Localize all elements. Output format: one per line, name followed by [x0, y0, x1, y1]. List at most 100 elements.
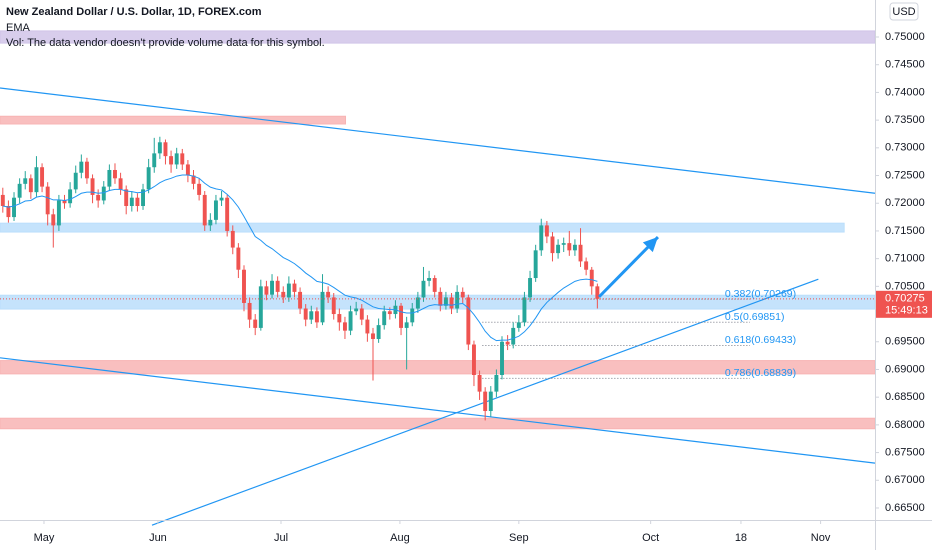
y-tick-label: 0.72500	[885, 169, 925, 181]
candle-body	[152, 153, 157, 168]
candle-body	[589, 269, 594, 287]
candle-body	[410, 308, 415, 323]
y-tick-label: 0.74500	[885, 59, 925, 71]
x-tick-label: May	[34, 532, 55, 544]
y-tick-label: 0.72000	[885, 197, 925, 209]
fib-label: 0.5(0.69851)	[725, 311, 785, 323]
y-tick-label: 0.66500	[885, 502, 925, 514]
candle-body	[174, 153, 179, 165]
candle-body	[12, 197, 16, 218]
candle-body	[163, 142, 168, 157]
candle-body	[354, 308, 359, 312]
candle-body	[342, 322, 347, 331]
x-tick-label: 18	[735, 532, 747, 544]
candle-body	[477, 374, 482, 392]
candle-body	[45, 186, 50, 215]
candle-body	[23, 178, 28, 184]
candle-body	[169, 156, 174, 165]
candle-body	[79, 161, 84, 173]
candle-body	[494, 374, 499, 392]
last-price-box	[876, 290, 932, 318]
candle-body	[561, 243, 566, 245]
y-tick-label: 0.69000	[885, 363, 925, 375]
candle-body	[96, 194, 101, 201]
y-tick-label: 0.69500	[885, 336, 925, 348]
candle-body	[303, 308, 308, 320]
candle-body	[208, 219, 213, 226]
x-tick-label: Aug	[390, 532, 410, 544]
candle-body	[544, 225, 549, 237]
candle-body	[298, 291, 303, 309]
candle-body	[286, 283, 291, 298]
candle-body	[421, 280, 426, 298]
zone	[0, 115, 347, 125]
x-tick-label: Oct	[642, 532, 659, 544]
candle-body	[191, 175, 196, 184]
candle-body	[500, 341, 504, 375]
candle-body	[309, 311, 314, 320]
candle-body	[595, 286, 600, 299]
candle-body	[0, 194, 5, 207]
candle-body	[516, 322, 521, 328]
volume-note: Vol: The data vendor doesn't provide vol…	[6, 37, 325, 49]
fib-label: 0.786(0.68839)	[725, 367, 796, 379]
y-tick-label: 0.68000	[885, 419, 925, 431]
candle-body	[399, 305, 404, 328]
candle-body	[567, 243, 572, 251]
candle-body	[107, 169, 112, 187]
candle-body	[135, 197, 140, 207]
zone	[0, 222, 845, 233]
x-tick-label: Nov	[811, 532, 831, 544]
candle-body	[213, 200, 218, 220]
last-price-label: 0.70275	[885, 293, 925, 305]
fib-label: 0.382(0.70269)	[725, 288, 796, 300]
candle-body	[185, 164, 190, 176]
y-tick-label: 0.68500	[885, 391, 925, 403]
candle-body	[197, 183, 202, 195]
currency-label: USD	[892, 6, 915, 18]
x-tick-label: Sep	[509, 532, 529, 544]
candle-body	[270, 280, 274, 295]
candle-body	[449, 297, 454, 309]
ema-line	[2, 174, 598, 342]
candle-body	[230, 230, 235, 248]
y-tick-label: 0.73500	[885, 114, 925, 126]
candle-body	[415, 297, 420, 309]
candle-body	[141, 189, 145, 207]
candle-body	[488, 391, 493, 412]
candle-body	[483, 391, 488, 412]
trendline	[0, 87, 876, 194]
candle-body	[253, 319, 258, 328]
currency-button[interactable]	[889, 2, 919, 21]
candle-body	[129, 197, 134, 207]
candle-body	[443, 297, 448, 306]
candle-body	[522, 297, 527, 323]
countdown-label: 15:49:13	[885, 305, 928, 317]
candle-body	[584, 261, 589, 270]
y-tick-label: 0.75000	[885, 31, 925, 43]
candle-body	[113, 169, 117, 179]
trendline	[0, 357, 876, 464]
candle-body	[528, 278, 533, 298]
y-tick-label: 0.71000	[885, 253, 925, 265]
fib-label: 0.618(0.69433)	[725, 334, 796, 346]
candle-body	[432, 278, 437, 292]
candle-body	[404, 322, 409, 328]
candle-body	[466, 297, 471, 345]
candle-body	[225, 197, 230, 231]
candle-body	[180, 153, 185, 165]
candle-body	[236, 247, 241, 270]
indicator-label: EMA	[6, 22, 31, 34]
candle-body	[382, 311, 387, 326]
plot-area: 0.382(0.70269) 0.5(0.69851) 0.618(0.69433)…	[0, 30, 876, 526]
candle-body	[511, 327, 516, 345]
candle-body	[157, 142, 162, 154]
candle-body	[387, 311, 392, 315]
candle-body	[348, 311, 353, 331]
candle-body	[281, 291, 286, 298]
candle-body	[326, 291, 331, 298]
candle-body	[460, 291, 465, 298]
arrow-head	[642, 237, 658, 253]
